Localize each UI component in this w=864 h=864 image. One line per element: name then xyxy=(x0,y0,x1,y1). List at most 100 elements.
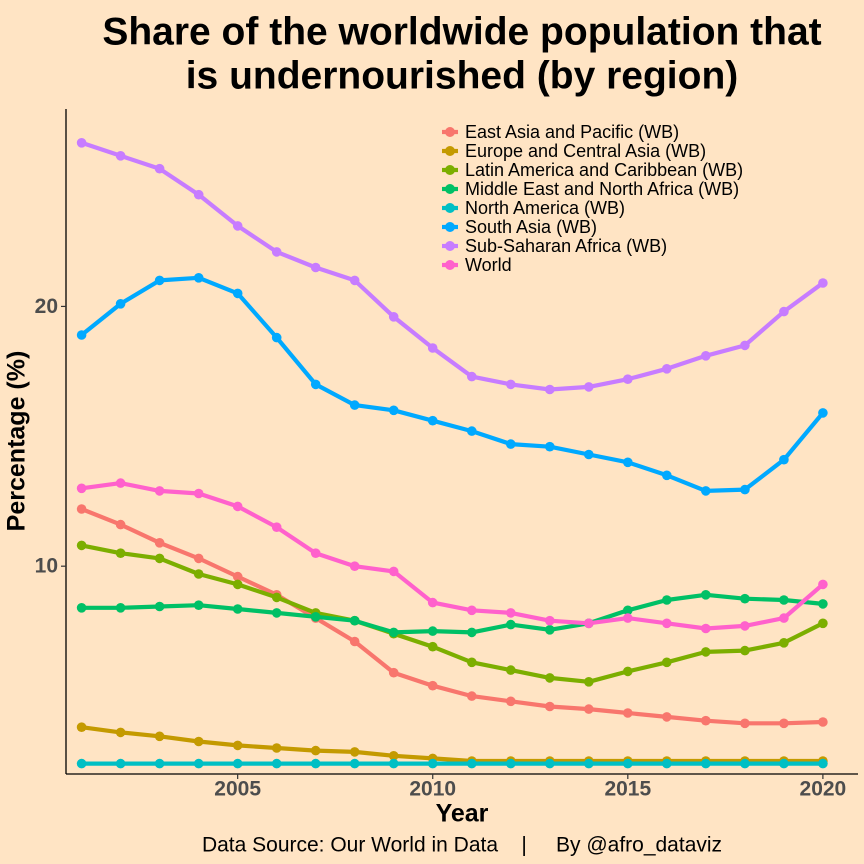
data-point xyxy=(154,758,165,769)
data-point xyxy=(701,623,711,634)
data-point xyxy=(349,615,360,626)
x-axis-title: Year xyxy=(436,800,489,828)
data-point xyxy=(779,613,789,623)
data-point xyxy=(154,275,165,286)
data-point xyxy=(506,439,516,449)
data-point xyxy=(506,619,516,630)
data-point xyxy=(310,758,321,769)
data-point xyxy=(115,299,126,309)
data-point xyxy=(740,645,750,656)
data-point xyxy=(818,758,828,769)
data-point xyxy=(584,677,594,687)
x-tick-label: 2010 xyxy=(409,778,456,801)
data-point xyxy=(76,540,87,551)
data-point xyxy=(427,641,438,652)
legend-key-point xyxy=(445,127,455,137)
data-point xyxy=(623,457,633,468)
data-point xyxy=(779,758,789,769)
legend-key-point xyxy=(445,222,455,232)
data-point xyxy=(115,519,126,530)
data-point xyxy=(701,486,711,496)
data-point xyxy=(662,758,672,769)
series-line xyxy=(79,543,825,684)
data-point xyxy=(310,379,321,390)
data-point xyxy=(232,740,243,751)
data-point xyxy=(584,449,594,460)
chart-title-line-1: Share of the worldwide population that xyxy=(102,10,821,53)
data-point xyxy=(584,382,594,392)
data-point xyxy=(154,163,165,174)
data-point xyxy=(467,371,477,382)
data-point xyxy=(232,571,243,582)
data-point xyxy=(115,151,126,161)
data-point xyxy=(623,374,633,385)
series-1 xyxy=(76,722,828,766)
legend-item: Latin America and Caribbean (WB) xyxy=(442,160,743,180)
data-point xyxy=(388,312,399,322)
data-point xyxy=(271,608,282,618)
data-point xyxy=(427,343,438,353)
data-point xyxy=(506,758,516,769)
data-point xyxy=(76,483,87,494)
legend-item: World xyxy=(442,255,512,275)
data-point xyxy=(154,486,165,496)
data-point xyxy=(779,638,789,648)
data-point xyxy=(310,262,321,273)
data-point xyxy=(740,593,750,604)
data-point xyxy=(701,758,711,769)
legend-label: East Asia and Pacific (WB) xyxy=(465,122,679,142)
data-point xyxy=(388,566,399,577)
data-point xyxy=(623,605,633,616)
series-line xyxy=(79,592,825,635)
legend-key-point xyxy=(445,165,455,175)
legend-key-point xyxy=(445,241,455,251)
legend-label: South Asia (WB) xyxy=(465,217,597,237)
data-point xyxy=(349,561,360,571)
data-point xyxy=(662,595,672,605)
data-point xyxy=(818,618,828,629)
legend-item: South Asia (WB) xyxy=(442,217,597,237)
data-point xyxy=(506,608,516,618)
data-point xyxy=(740,718,750,729)
data-point xyxy=(818,278,828,288)
data-point xyxy=(779,306,789,317)
series-line xyxy=(79,275,825,493)
data-point xyxy=(271,758,282,769)
series-line xyxy=(79,725,825,764)
legend-label: World xyxy=(465,255,512,275)
data-point xyxy=(271,522,282,532)
data-point xyxy=(740,621,750,631)
data-point xyxy=(310,745,321,756)
data-point xyxy=(232,758,243,769)
legend-key-point xyxy=(445,260,455,270)
data-point xyxy=(506,665,516,675)
data-point xyxy=(154,731,165,742)
data-point xyxy=(115,727,126,738)
x-tick-label: 2005 xyxy=(214,778,261,801)
legend-label: Europe and Central Asia (WB) xyxy=(465,141,706,161)
series-line xyxy=(79,140,825,392)
data-point xyxy=(115,603,126,613)
legend: East Asia and Pacific (WB)Europe and Cen… xyxy=(442,122,743,275)
data-point xyxy=(427,680,438,691)
data-point xyxy=(76,138,87,148)
data-point xyxy=(818,579,828,590)
data-point xyxy=(701,715,711,726)
data-point xyxy=(193,189,204,200)
data-point xyxy=(623,708,633,718)
data-point xyxy=(427,758,438,769)
series-4 xyxy=(76,758,828,769)
data-point xyxy=(545,625,555,635)
data-point xyxy=(193,488,204,499)
data-point xyxy=(232,288,243,299)
data-point xyxy=(271,592,282,603)
data-point xyxy=(701,351,711,361)
data-point xyxy=(76,758,87,769)
series-2 xyxy=(76,540,828,687)
data-point xyxy=(545,384,555,395)
data-point xyxy=(584,618,594,629)
data-point xyxy=(467,657,477,668)
data-point xyxy=(545,758,555,769)
data-point xyxy=(388,627,399,638)
data-point xyxy=(271,743,282,753)
